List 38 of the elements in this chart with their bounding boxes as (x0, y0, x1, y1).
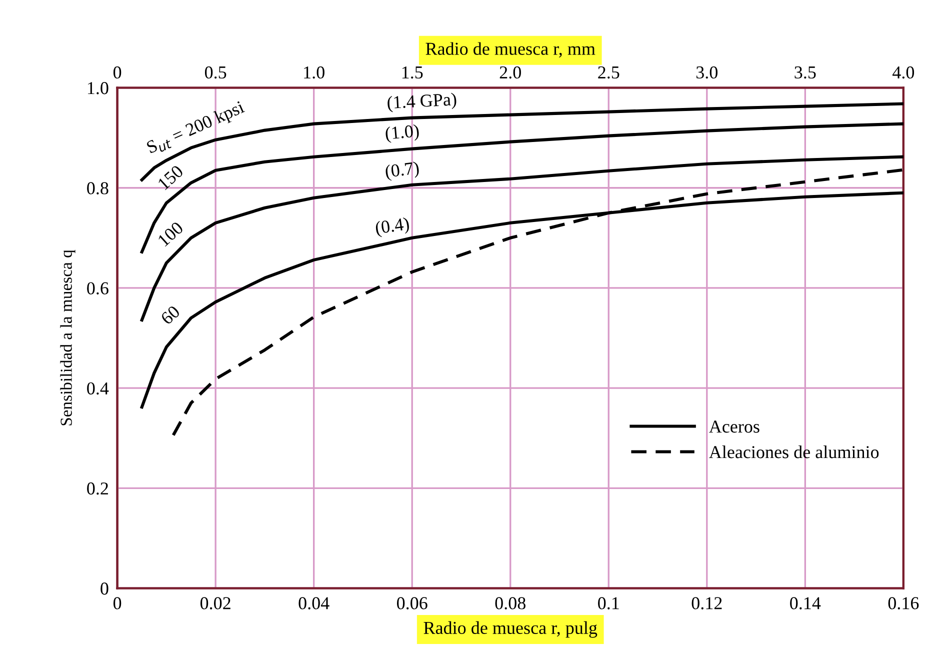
x2-tick-label: 0 (113, 66, 122, 79)
x-tick-label: 0.16 (888, 597, 919, 610)
y-tick-label: 0.8 (87, 182, 108, 194)
y-tick-label: 0.2 (87, 482, 108, 495)
y-tick-label: 0.4 (87, 382, 109, 395)
annotation: (1.4 GPa) (387, 92, 457, 112)
x2-tick-label: 3.5 (794, 66, 816, 79)
annotation: (0.7) (384, 161, 420, 182)
x2-tick-label: 0.5 (204, 66, 226, 79)
y-axis-title: Sensibilidad a la muesca q (60, 250, 76, 426)
x-tick-label: 0.06 (396, 597, 428, 610)
x-tick-label: 0 (113, 597, 122, 610)
x2-axis-title: Radio de muesca r, mm (426, 42, 596, 58)
y-tick-label: 0.6 (87, 282, 108, 294)
line-series (140, 155, 904, 322)
x2-tick-label: 2.5 (598, 66, 620, 79)
x2-tick-label: 4.0 (892, 66, 914, 79)
x-tick-label: 0.1 (598, 597, 619, 610)
y-tick-label: 1.0 (88, 82, 108, 94)
x-tick-label: 0.12 (692, 597, 722, 610)
annotation: (1.0) (385, 124, 420, 144)
x2-tick-label: 2.0 (500, 66, 521, 79)
annotation: 150 (157, 164, 184, 190)
x2-tick-label: 1.5 (402, 66, 423, 79)
y-tick-label: 0 (100, 582, 108, 595)
legend-label: Aleaciones de aluminio (709, 446, 879, 458)
x-tick-label: 0.14 (790, 597, 821, 610)
x-axis-title: Radio de muesca r, pulg (424, 621, 598, 638)
annotation: 60 (160, 304, 181, 326)
annotation: (0.4) (374, 216, 410, 238)
x2-tick-label: 1.0 (304, 66, 324, 79)
x-tick-label: 0.04 (298, 597, 330, 610)
x2-tick-label: 3.0 (696, 66, 718, 79)
annotation: 100 (157, 221, 184, 247)
annotation: S$_{ut}$ = 200 kpsi (146, 100, 247, 157)
legend-label: Aceros (709, 420, 760, 433)
x-tick-label: 0.02 (200, 597, 230, 610)
x-tick-label: 0.08 (495, 597, 526, 610)
